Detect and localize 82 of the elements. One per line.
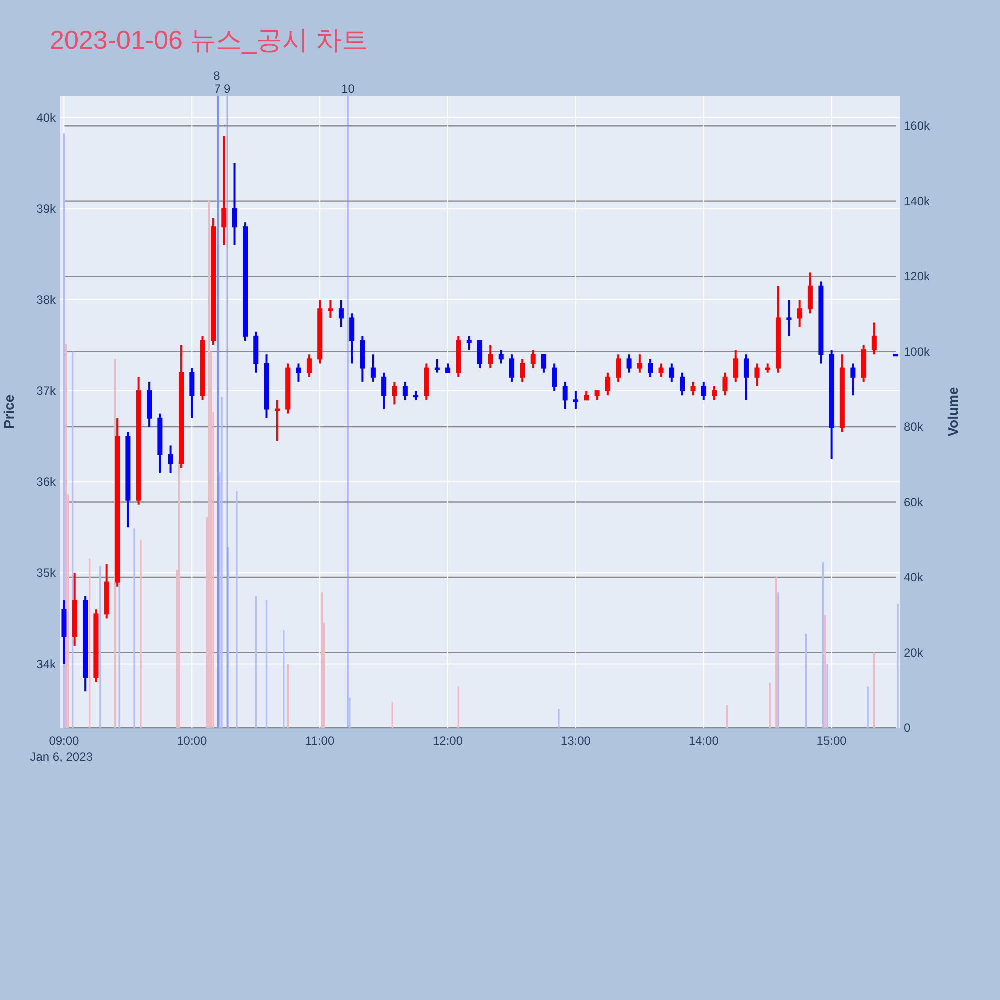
text: Jan 6, 2023	[30, 750, 94, 764]
candlestick	[382, 372, 387, 410]
y2-tick-label: 140k	[904, 194, 932, 208]
x-tick-label: 10:00	[177, 734, 208, 748]
y-tick-label: 36k	[36, 475, 57, 490]
candlestick	[733, 349, 738, 383]
candlestick	[498, 349, 504, 365]
y2-tick-label: 20k	[904, 646, 924, 660]
candlestick	[690, 380, 696, 397]
y2-tick-label: 160k	[904, 119, 932, 134]
candlestick	[680, 372, 686, 397]
candlestick	[701, 380, 706, 402]
candlestick	[797, 298, 802, 328]
candlestick	[605, 372, 610, 397]
candlestick	[541, 354, 546, 374]
candlestick	[466, 335, 472, 352]
candlestick	[446, 362, 451, 374]
y2-axis-title: Volume	[945, 387, 961, 437]
y-tick-label: 40k	[36, 110, 57, 125]
candlestick	[786, 298, 792, 338]
candlestick	[296, 362, 302, 383]
candlestick	[434, 358, 440, 374]
candlestick	[350, 312, 355, 365]
annotation: 10	[342, 82, 356, 96]
candlestick	[722, 372, 728, 397]
candlestick	[648, 358, 654, 378]
candlestick	[562, 380, 568, 410]
text: 8	[214, 69, 221, 83]
y-tick-label: 39k	[36, 202, 57, 216]
candlestick	[552, 362, 558, 392]
candlestick	[808, 272, 813, 315]
chart-title: 2023-01-06 뉴스_공시 차트	[50, 25, 368, 55]
y-tick-label: 38k	[36, 292, 57, 307]
y2-tick-label: 60k	[904, 495, 924, 510]
y-tick-label: 34k	[36, 657, 57, 672]
candlestick	[637, 354, 642, 374]
candlestick	[222, 135, 227, 246]
candlestick	[488, 344, 494, 370]
y2-tick-label: 0	[904, 721, 911, 735]
y2-tick-label: 40k	[904, 570, 924, 585]
candlestick	[712, 386, 717, 402]
candlestick	[658, 362, 664, 378]
y2-tick-label: 120k	[904, 270, 932, 284]
candlestick	[478, 340, 482, 370]
annotation: 9	[224, 82, 231, 96]
candlestick	[594, 390, 600, 402]
y-tick-label: 37k	[36, 384, 57, 398]
candlestick	[168, 444, 174, 474]
y2-tick-label: 80k	[904, 420, 924, 434]
x-tick-label: 11:00	[306, 734, 335, 748]
candlestick	[669, 362, 674, 383]
candlestick	[754, 362, 760, 388]
candlestick	[872, 322, 877, 356]
candlestick	[328, 298, 334, 320]
candlestick	[626, 354, 632, 374]
candlestick	[744, 354, 749, 402]
annotation: 7	[214, 82, 222, 96]
x-tick-label: 15:00	[816, 734, 848, 748]
candlestick	[306, 354, 312, 378]
candlestick	[370, 354, 376, 383]
y-tick-label: 35k	[36, 566, 57, 580]
candlestick	[573, 390, 578, 410]
candlestick	[520, 358, 526, 383]
candlestick	[414, 390, 419, 402]
candlestick	[530, 349, 536, 370]
y2-tick-label: 100k	[904, 344, 932, 359]
candlestick	[616, 354, 622, 383]
candlestick	[850, 362, 856, 397]
candlestick	[232, 162, 238, 246]
candlestick	[338, 298, 344, 328]
x-tick-label: 12:00	[433, 734, 464, 748]
candlestick	[584, 390, 590, 402]
candlestick	[274, 399, 280, 442]
x-tick-label: 14:00	[688, 734, 720, 748]
candlestick	[765, 362, 770, 374]
x-tick-label: 13:00	[560, 734, 592, 748]
candlestick	[392, 380, 398, 406]
y-axis-title: Price	[1, 394, 17, 430]
candlestick	[402, 380, 408, 402]
x-tick-label: 09:00	[49, 734, 80, 748]
candlestick	[509, 354, 514, 383]
candlestick	[190, 367, 195, 420]
